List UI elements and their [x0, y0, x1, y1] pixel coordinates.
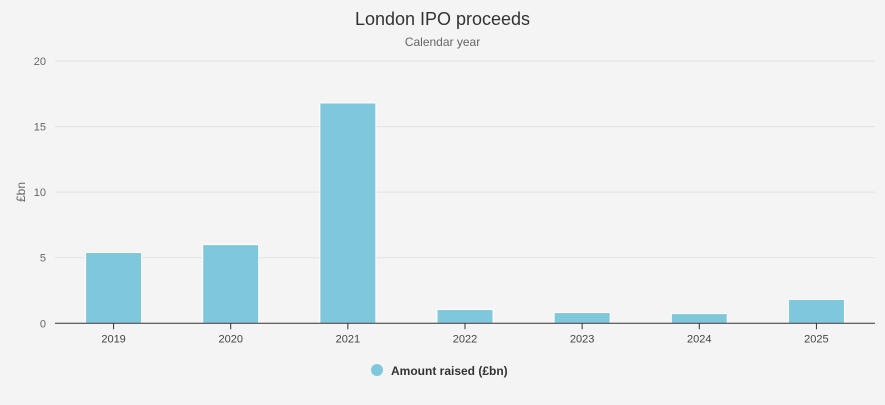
- y-tick-label: 0: [40, 318, 46, 330]
- chart-subtitle: Calendar year: [405, 35, 480, 49]
- y-axis-label: £bn: [14, 182, 28, 202]
- x-tick-label: 2020: [218, 333, 242, 345]
- legend[interactable]: Amount raised (£bn): [371, 364, 508, 378]
- x-tick-label: 2022: [453, 333, 477, 345]
- x-tick-label: 2023: [570, 333, 594, 345]
- bar-2022[interactable]: [436, 309, 494, 324]
- y-tick-label: 10: [34, 187, 46, 199]
- x-tick-label: 2025: [804, 333, 828, 345]
- y-tick-label: 5: [40, 253, 46, 265]
- bar-2020[interactable]: [202, 244, 260, 324]
- bar-2024[interactable]: [670, 313, 728, 324]
- bar-2021[interactable]: [319, 102, 377, 324]
- y-tick-label: 15: [34, 122, 46, 134]
- x-tick-label: 2019: [101, 333, 125, 345]
- bar-2025[interactable]: [787, 298, 845, 324]
- bar-2023[interactable]: [553, 312, 611, 324]
- y-tick-label: 20: [34, 56, 46, 68]
- legend-label[interactable]: Amount raised (£bn): [391, 364, 508, 378]
- legend-marker: [371, 364, 383, 376]
- bar-2019[interactable]: [85, 251, 143, 324]
- chart-title: London IPO proceeds: [355, 9, 530, 29]
- x-tick-label: 2024: [687, 333, 711, 345]
- x-tick-label: 2021: [336, 333, 360, 345]
